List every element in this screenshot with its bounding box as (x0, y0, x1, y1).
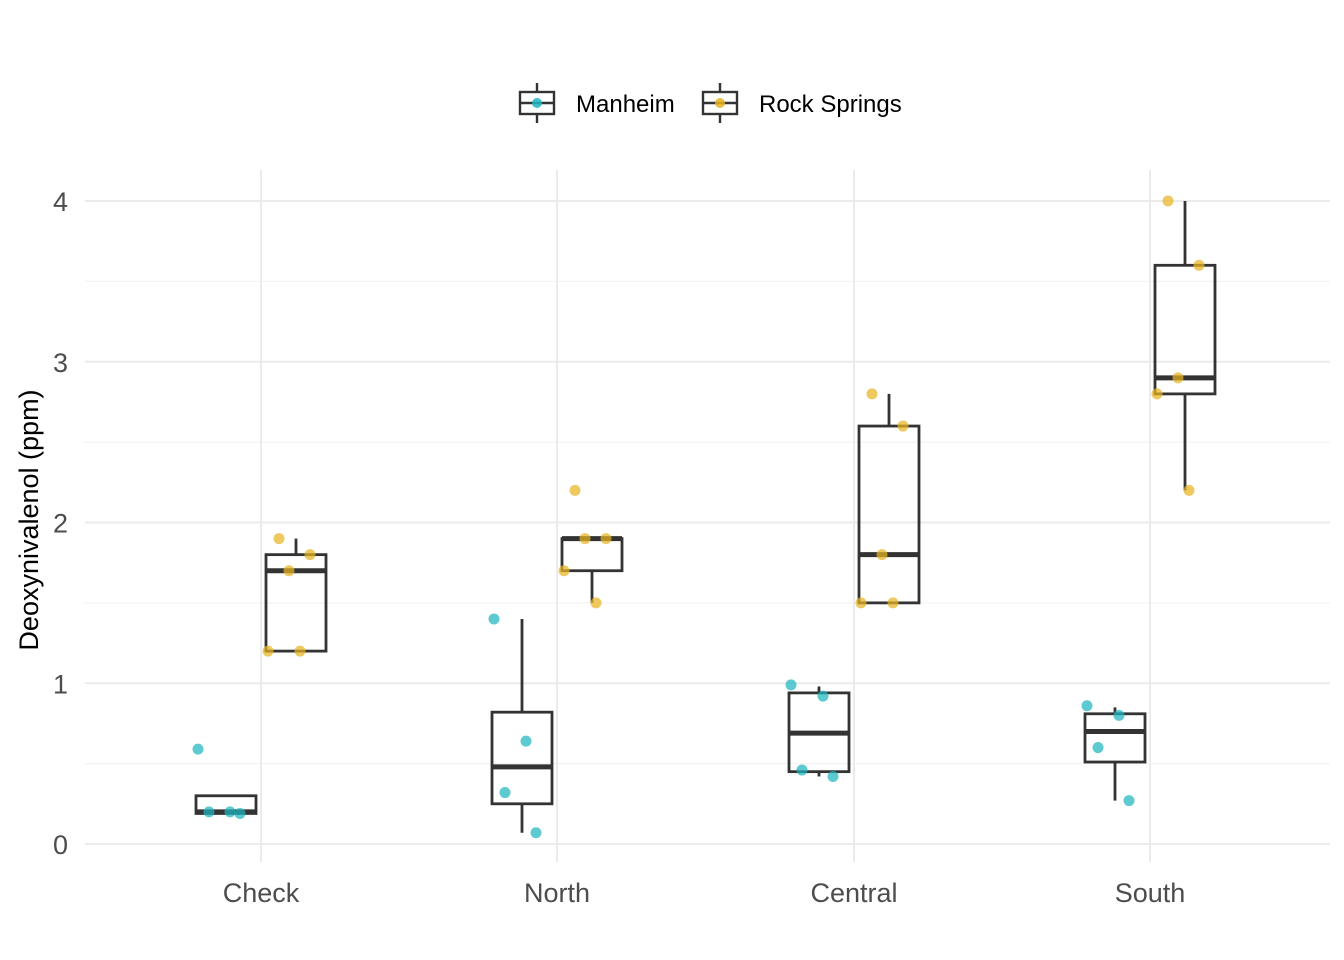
grid-lines (85, 170, 1330, 862)
data-point-manheim (520, 735, 532, 747)
data-point-rock-springs (283, 565, 295, 577)
box-iqr (1083, 712, 1147, 764)
box-manheim (787, 686, 851, 777)
box-iqr (857, 424, 921, 605)
box-rock-springs (560, 536, 624, 603)
box-iqr (1153, 263, 1217, 396)
point-layer (192, 195, 1205, 839)
data-point-rock-springs (897, 420, 909, 432)
data-point-rock-springs (1151, 388, 1163, 400)
data-point-manheim (1081, 700, 1093, 712)
data-point-rock-springs (1183, 484, 1195, 496)
data-point-rock-springs (887, 597, 899, 609)
legend-item: Rock Springs (701, 83, 902, 123)
x-axis-ticks: Check North Central South (223, 878, 1186, 908)
box-iqr (490, 710, 554, 806)
data-point-rock-springs (558, 565, 570, 577)
data-point-rock-springs (273, 533, 285, 545)
data-point-manheim (827, 770, 839, 782)
y-axis-ticks: 0 1 2 3 4 (53, 187, 68, 860)
data-point-manheim (1113, 709, 1125, 721)
data-point-rock-springs (569, 484, 581, 496)
box-iqr (560, 537, 624, 573)
y-tick-label: 3 (53, 348, 68, 378)
data-point-rock-springs (294, 645, 306, 657)
legend-label: Rock Springs (759, 91, 902, 118)
data-point-rock-springs (1162, 195, 1174, 207)
y-tick-label: 0 (53, 830, 68, 860)
data-point-manheim (785, 679, 797, 691)
data-point-manheim (224, 806, 236, 818)
data-point-manheim (817, 690, 829, 702)
data-point-rock-springs (304, 549, 316, 561)
y-axis-title: Deoxynivalenol (ppm) (14, 389, 44, 650)
x-tick-label: South (1115, 878, 1186, 908)
y-tick-label: 1 (53, 669, 68, 699)
data-point-manheim (796, 764, 808, 776)
box-manheim (490, 618, 554, 833)
data-point-rock-springs (855, 597, 867, 609)
data-point-manheim (488, 613, 500, 625)
data-point-rock-springs (579, 533, 591, 545)
data-point-rock-springs (1172, 372, 1184, 384)
x-tick-label: Check (223, 878, 300, 908)
legend-key-point (532, 98, 542, 108)
legend-key-point (715, 98, 725, 108)
data-point-rock-springs (866, 388, 878, 400)
x-tick-label: Central (810, 878, 897, 908)
y-tick-label: 2 (53, 509, 68, 539)
box-layer (194, 201, 1217, 833)
data-point-rock-springs (600, 533, 612, 545)
box-manheim (1083, 707, 1147, 801)
data-point-manheim (1092, 742, 1104, 754)
y-tick-label: 4 (53, 187, 68, 217)
data-point-manheim (234, 807, 246, 819)
data-point-rock-springs (876, 549, 888, 561)
box-rock-springs (264, 538, 328, 653)
data-point-manheim (1123, 795, 1135, 807)
data-point-manheim (192, 743, 204, 755)
x-tick-label: North (524, 878, 590, 908)
box-rock-springs (1153, 201, 1217, 491)
legend-label: Manheim (576, 91, 675, 118)
data-point-manheim (530, 827, 542, 839)
box-rock-springs (857, 393, 921, 605)
data-point-rock-springs (262, 645, 274, 657)
data-point-manheim (499, 787, 511, 799)
legend-item: Manheim (518, 83, 675, 123)
data-point-rock-springs (590, 597, 602, 609)
legend: Manheim Rock Springs (518, 83, 902, 123)
data-point-rock-springs (1193, 259, 1205, 271)
data-point-manheim (203, 806, 215, 818)
